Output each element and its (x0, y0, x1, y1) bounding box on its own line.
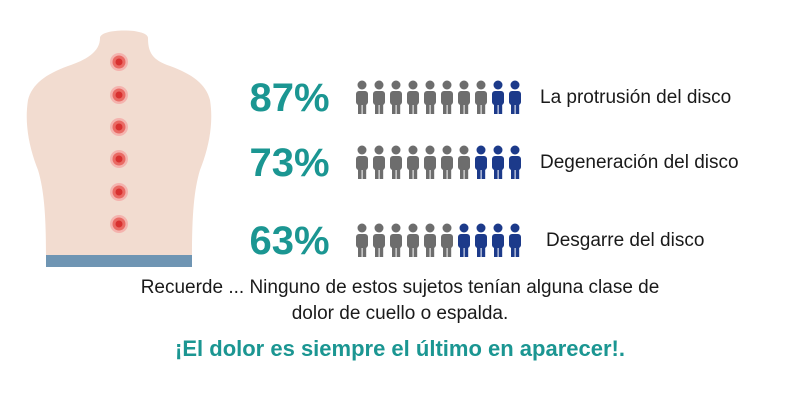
person-icon (407, 80, 419, 114)
stat-percent: 87% (249, 76, 330, 120)
person-icon (458, 223, 470, 257)
stat-row-protrusion: 87% La protrusión del disco (0, 68, 800, 128)
people-row (356, 145, 521, 179)
stat-label: Desgarre del disco (546, 230, 705, 251)
pain-point-icon (110, 118, 128, 136)
person-icon (441, 145, 453, 179)
person-icon (424, 145, 436, 179)
pain-point-icon (110, 215, 128, 233)
back-illustration (26, 30, 212, 267)
person-icon (407, 223, 419, 257)
reminder-text: Recuerde ... Ninguno de estos sujetos te… (60, 275, 740, 327)
person-icon (458, 80, 470, 114)
person-icon (356, 145, 368, 179)
person-icon (492, 145, 504, 179)
person-icon (424, 223, 436, 257)
person-icon (441, 80, 453, 114)
person-icon (390, 223, 402, 257)
person-icon (407, 145, 419, 179)
person-icon (356, 223, 368, 257)
pain-point-icon (110, 150, 128, 168)
person-icon (373, 80, 385, 114)
stat-label: La protrusión del disco (540, 87, 732, 108)
person-icon (424, 80, 436, 114)
person-icon (475, 80, 487, 114)
stat-row-degeneration: 73% Degeneración del disco (0, 133, 800, 193)
pain-point-icon (110, 86, 128, 104)
torso-shape (26, 30, 212, 255)
reminder-line-1: Recuerde ... Ninguno de estos sujetos te… (140, 277, 660, 298)
pain-point-icon (110, 53, 128, 71)
person-icon (509, 145, 521, 179)
person-icon (373, 145, 385, 179)
person-icon (390, 145, 402, 179)
person-icon (509, 80, 521, 114)
stat-row-tear: 63% Desgarre del disco (0, 211, 800, 271)
person-icon (356, 80, 368, 114)
person-icon (509, 223, 521, 257)
person-icon (475, 223, 487, 257)
people-row (356, 80, 521, 114)
person-icon (492, 80, 504, 114)
person-icon (441, 223, 453, 257)
reminder-line-2: dolor de cuello o espalda. (291, 303, 509, 324)
pain-point-icon (110, 183, 128, 201)
person-icon (458, 145, 470, 179)
person-icon (390, 80, 402, 114)
person-icon (475, 145, 487, 179)
waistband (46, 255, 192, 267)
person-icon (492, 223, 504, 257)
person-icon (373, 223, 385, 257)
stat-label: Degeneración del disco (540, 152, 739, 173)
people-row (356, 223, 521, 257)
stat-percent: 73% (249, 141, 330, 185)
tagline: ¡El dolor es siempre el último en aparec… (175, 336, 625, 361)
stat-percent: 63% (249, 219, 330, 263)
